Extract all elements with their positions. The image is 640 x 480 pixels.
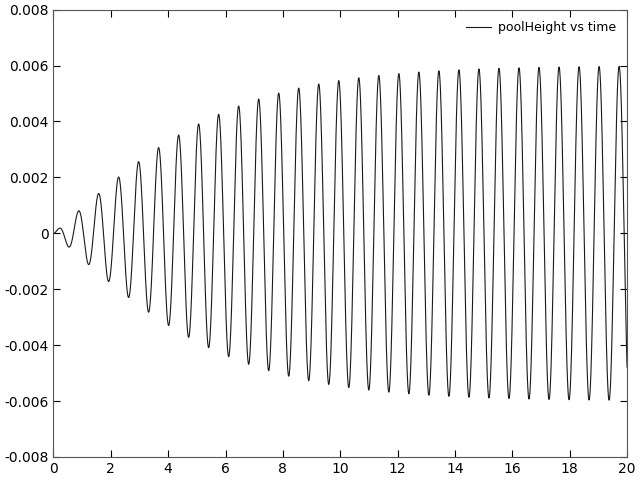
poolHeight vs time: [605, 397, 613, 403]
poolHeight vs time: [414, 77, 422, 83]
poolHeight vs time: [389, 279, 397, 285]
poolHeight vs time: [257, 133, 265, 139]
Line: poolHeight vs time: poolHeight vs time: [53, 66, 627, 400]
poolHeight vs time: [475, 67, 483, 72]
Legend: poolHeight vs time: poolHeight vs time: [461, 16, 621, 39]
poolHeight vs time: [506, 395, 513, 400]
poolHeight vs time: [615, 63, 623, 69]
poolHeight vs time: [623, 364, 631, 370]
poolHeight vs time: [49, 230, 57, 236]
poolHeight vs time: [78, 221, 86, 227]
